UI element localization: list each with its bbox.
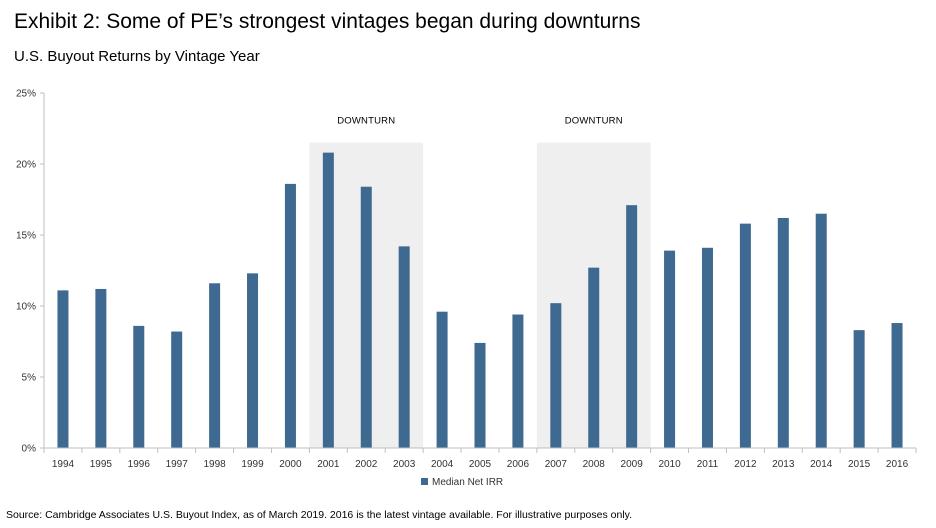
x-tick-label: 2008 xyxy=(583,459,606,470)
downturn-label: DOWNTURN xyxy=(337,116,395,127)
bar-2014 xyxy=(815,213,827,448)
x-tick-label: 2004 xyxy=(431,459,454,470)
y-tick-label: 10% xyxy=(16,302,36,313)
y-tick-label: 20% xyxy=(16,160,36,171)
x-tick-label: 2003 xyxy=(393,459,416,470)
bar-2016 xyxy=(891,323,903,448)
x-tick-label: 1996 xyxy=(128,459,151,470)
x-tick-label: 1994 xyxy=(52,459,75,470)
bar-1994 xyxy=(57,290,69,448)
x-tick-label: 1999 xyxy=(241,459,264,470)
bar-1996 xyxy=(133,325,145,448)
bar-2010 xyxy=(664,250,676,448)
y-tick-label: 25% xyxy=(16,89,36,100)
x-tick-label: 2005 xyxy=(469,459,492,470)
x-tick-label: 2001 xyxy=(317,459,340,470)
downturn-label: DOWNTURN xyxy=(565,116,623,127)
y-tick-label: 5% xyxy=(22,373,37,384)
bar-2011 xyxy=(701,247,713,448)
bar-2015 xyxy=(853,330,865,448)
chart-subtitle: U.S. Buyout Returns by Vintage Year xyxy=(14,48,260,65)
bar-2003 xyxy=(398,246,410,448)
legend-swatch xyxy=(421,478,428,485)
x-tick-label: 2011 xyxy=(697,459,719,470)
x-tick-label: 2013 xyxy=(772,459,795,470)
source-note: Source: Cambridge Associates U.S. Buyout… xyxy=(6,509,633,521)
x-tick-label: 1998 xyxy=(203,459,226,470)
bar-2007 xyxy=(550,303,562,448)
bar-1995 xyxy=(95,288,107,448)
bar-2008 xyxy=(588,267,600,448)
x-tick-label: 2009 xyxy=(621,459,644,470)
x-tick-label: 2015 xyxy=(848,459,871,470)
x-tick-label: 2006 xyxy=(507,459,530,470)
bar-2013 xyxy=(777,217,789,448)
bar-1998 xyxy=(209,283,221,448)
bar-1997 xyxy=(171,331,183,448)
chart-title: Exhibit 2: Some of PE’s strongest vintag… xyxy=(14,10,641,33)
x-tick-label: 2014 xyxy=(810,459,833,470)
x-tick-label: 1995 xyxy=(90,459,113,470)
bar-2006 xyxy=(512,314,524,448)
bar-2001 xyxy=(322,152,334,448)
x-tick-label: 2012 xyxy=(734,459,757,470)
bar-2002 xyxy=(360,186,372,448)
bar-2004 xyxy=(436,311,448,448)
bar-1999 xyxy=(247,273,259,448)
x-tick-label: 2007 xyxy=(545,459,568,470)
x-tick-label: 2010 xyxy=(658,459,681,470)
bar-2009 xyxy=(626,205,638,448)
bar-2000 xyxy=(284,183,296,448)
x-tick-label: 2016 xyxy=(886,459,909,470)
y-tick-label: 15% xyxy=(16,231,36,242)
legend-label: Median Net IRR xyxy=(432,477,503,488)
x-tick-label: 2000 xyxy=(279,459,302,470)
y-tick-label: 0% xyxy=(22,444,37,455)
bar-2012 xyxy=(739,223,751,448)
bar-2005 xyxy=(474,342,486,448)
x-tick-label: 1997 xyxy=(166,459,189,470)
x-tick-label: 2002 xyxy=(355,459,378,470)
